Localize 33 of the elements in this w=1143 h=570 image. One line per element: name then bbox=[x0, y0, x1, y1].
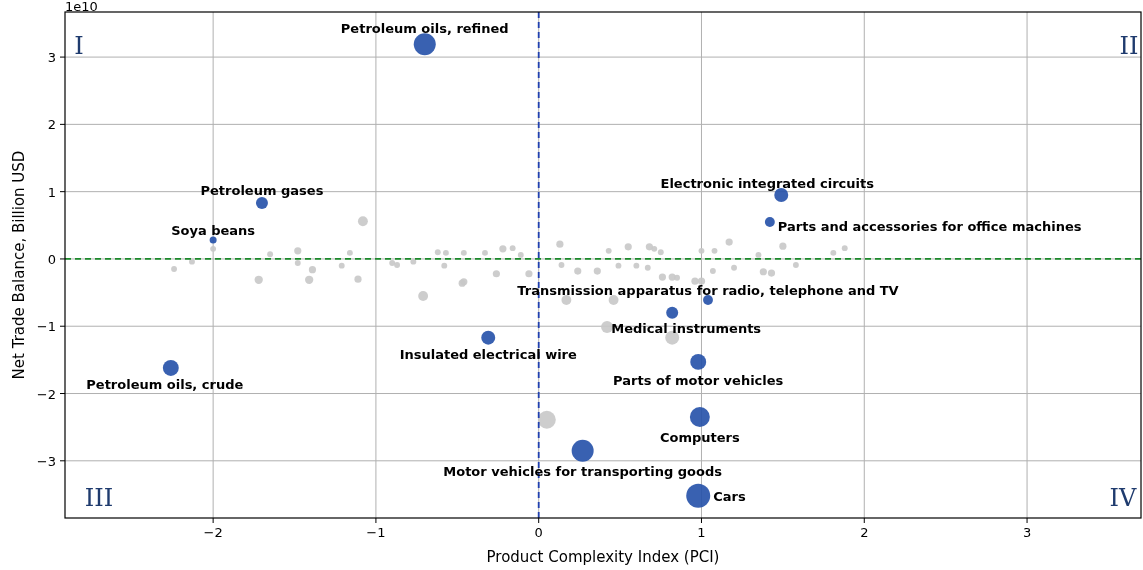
annotation: IV bbox=[1109, 484, 1138, 512]
x-tick-label: 1 bbox=[697, 525, 706, 540]
y-tick-label: 2 bbox=[47, 117, 56, 133]
y-tick-label: −2 bbox=[36, 386, 56, 402]
annotation: III bbox=[84, 484, 114, 512]
y-tick-label: 1 bbox=[47, 184, 56, 200]
annotation: Transmission apparatus for radio, telephone and TV bbox=[517, 282, 899, 298]
annotation: Cars bbox=[713, 488, 746, 504]
annotation: Electronic integrated circuits bbox=[660, 176, 875, 192]
annotation: Petroleum oils, refined bbox=[340, 21, 509, 37]
annotation: Computers bbox=[659, 430, 740, 446]
annotation: Soya beans bbox=[171, 223, 256, 239]
annotation: I bbox=[74, 32, 84, 60]
annotation: Insulated electrical wire bbox=[399, 346, 578, 362]
annotation: 1e10 bbox=[65, 0, 98, 14]
annotation: Petroleum gases bbox=[200, 183, 324, 199]
annotation: Parts and accessories for office machines bbox=[777, 218, 1082, 234]
annotation: Medical instruments bbox=[611, 320, 762, 336]
y-tick-label: 0 bbox=[47, 251, 56, 267]
x-tick-label: 3 bbox=[1022, 525, 1032, 540]
annotation: II bbox=[1119, 32, 1139, 60]
x-tick-label: 2 bbox=[860, 525, 869, 540]
x-tick-label: −2 bbox=[203, 525, 223, 540]
x-tick-label: −1 bbox=[366, 525, 386, 540]
annotation: Parts of motor vehicles bbox=[613, 372, 784, 388]
annotation: Motor vehicles for transporting goods bbox=[443, 463, 723, 479]
y-tick-label: −3 bbox=[36, 453, 56, 469]
y-axis-title: Net Trade Balance, Billion USD bbox=[10, 150, 28, 380]
y-tick-label: −1 bbox=[36, 319, 56, 335]
x-tick-label: 0 bbox=[534, 525, 543, 540]
x-axis-title: Product Complexity Index (PCI) bbox=[486, 548, 720, 566]
annotation: Petroleum oils, crude bbox=[86, 376, 244, 392]
y-tick-label: 3 bbox=[47, 50, 56, 66]
